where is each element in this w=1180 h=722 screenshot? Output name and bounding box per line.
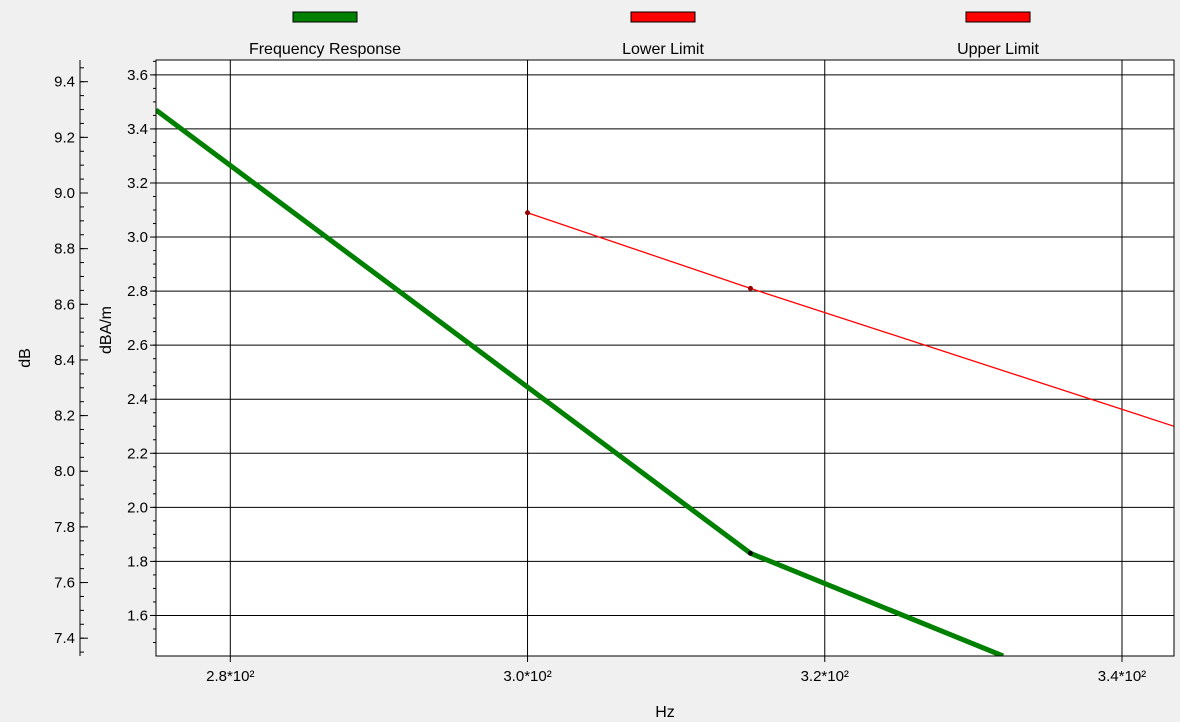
x-tick-label: 3.0*10² [503,668,551,685]
y-outer-tick-label: 8.2 [54,408,75,425]
plot-area [156,60,1174,656]
x-axis-title: Hz [655,704,675,721]
y-inner-tick-label: 2.8 [127,283,148,300]
y-inner-tick-label: 2.2 [127,445,148,462]
legend-label: Lower Limit [622,41,704,58]
y-axis-title-inner: dBA/m [98,306,115,354]
y-inner-tick-label: 3.2 [127,175,148,192]
legend-swatch [292,11,358,23]
series-point [747,285,753,291]
y-outer-tick-label: 7.8 [54,519,75,536]
y-outer-tick-label: 9.2 [54,129,75,146]
y-inner-tick-label: 2.0 [127,499,148,516]
y-inner-tick-label: 3.6 [127,67,148,84]
x-tick-label: 3.4*10² [1098,668,1146,685]
y-inner-tick-label: 2.4 [127,391,148,408]
y-outer-tick-label: 8.8 [54,241,75,258]
y-inner-tick-label: 1.8 [127,553,148,570]
y-outer-tick-label: 8.0 [54,463,75,480]
plot-frame [155,59,1175,657]
y-outer-tick-label: 7.6 [54,575,75,592]
x-tick-label: 2.8*10² [206,668,254,685]
x-tick-label: 3.2*10² [801,668,849,685]
y-inner-tick-label: 1.6 [127,607,148,624]
y-outer-tick-label: 9.0 [54,185,75,202]
legend-swatch [965,11,1031,23]
y-axis-title-outer: dB [17,348,34,368]
legend-label: Frequency Response [249,41,401,58]
series-point [747,550,753,556]
plot-border [155,59,1175,657]
y-outer-tick-label: 9.4 [54,74,75,91]
legend: Frequency Response Lower Limit Upper Limit [249,11,1039,58]
y-inner-tick-label: 2.6 [127,337,148,354]
y-inner-tick-label: 3.4 [127,121,148,138]
axes: 2.8*10² 3.0*10² 3.2*10² 3.4*10² 1.6 1.8 2.0 2.2… [54,60,1146,685]
y-outer-tick-label: 8.6 [54,296,75,313]
legend-swatch [630,11,696,23]
series-point [525,210,531,216]
y-inner-tick-label: 3.0 [127,229,148,246]
series-layer [156,108,1174,656]
legend-label: Upper Limit [957,41,1039,58]
y-outer-tick-label: 8.4 [54,352,75,369]
y-outer-tick-label: 7.4 [54,630,75,647]
